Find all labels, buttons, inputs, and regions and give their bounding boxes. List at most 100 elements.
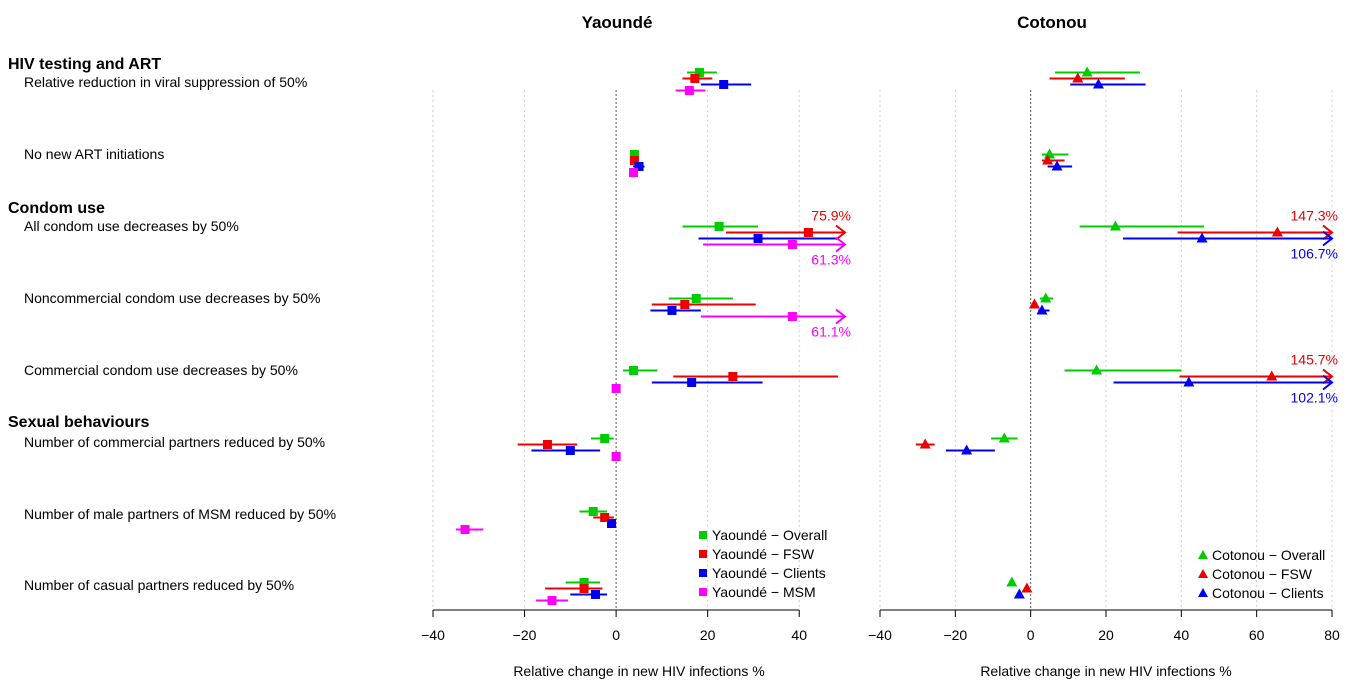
scenario-label-8: Number of casual partners reduced by 50% [24,577,294,593]
point-estimate [803,228,813,237]
point-estimate [579,578,589,587]
legend-label: Cotonou − Overall [1212,547,1325,563]
point-estimate [1072,72,1084,83]
point-estimate [1040,292,1052,303]
point-estimate [1266,370,1278,381]
scenario-label-3: All condom use decreases by 50% [24,218,239,234]
scenario-label-1: Relative reduction in viral suppression … [24,74,307,90]
point-estimate [1092,78,1104,89]
truncated-value-label: 147.3% [1291,208,1338,224]
point-estimate [1042,154,1054,165]
x-tick-label: −20 [513,627,537,643]
scenario-label-7: Number of male partners of MSM reduced b… [24,506,336,522]
legend-label: Yaoundé − Overall [712,527,827,543]
x-tick-label: −20 [943,627,967,643]
series-fsw: 75.9% [517,74,851,593]
truncated-value-label: 102.1% [1291,390,1338,406]
point-estimate [629,366,639,375]
legend-label: Cotonou − FSW [1212,566,1313,582]
point-estimate [961,444,973,455]
point-estimate [591,590,601,599]
point-estimate [1081,66,1093,77]
point-estimate [691,294,701,303]
point-estimate [1183,376,1195,387]
point-estimate [1044,148,1055,159]
point-estimate [579,584,589,593]
ci-arrow [1322,224,1334,241]
scenario-label-5: Commercial condom use decreases by 50% [24,362,298,378]
section-heading-hiv-testing-and-art: HIV testing and ART [8,56,161,73]
x-tick-label: 0 [612,627,620,643]
ci-arrow [835,224,847,241]
panel-title: Yaoundé [582,13,653,32]
x-tick-label: 20 [700,627,716,643]
point-estimate [542,440,552,449]
legend: Yaoundé − Overall Yaoundé − FSW Yaoundé − … [699,527,827,600]
ci-arrow [1322,374,1334,391]
truncated-value-label: 106.7% [1291,246,1338,262]
point-estimate [1028,298,1040,309]
point-estimate [690,74,700,83]
point-estimate [1196,232,1208,243]
legend-label: Yaoundé − MSM [712,584,816,600]
legend-marker [699,550,707,558]
point-estimate [753,234,763,243]
ci-arrow [835,236,847,253]
legend-marker [1198,569,1208,578]
point-estimate [1013,588,1025,599]
legend-label: Cotonou − Clients [1212,585,1324,601]
series-clients: 106.7% 102.1% [945,78,1338,599]
legend-marker [699,531,707,539]
point-estimate [460,525,470,534]
x-tick-label: −40 [868,627,892,643]
point-estimate [728,372,738,381]
legend: Cotonou − Overall Cotonou − FSW Cotonou − … [1198,547,1325,601]
legend-marker [699,569,707,577]
legend-label: Yaoundé − Clients [712,565,826,581]
series-fsw: 147.3% 145.7% [915,72,1338,593]
point-estimate [919,438,931,449]
point-estimate [1036,304,1048,315]
point-estimate [1006,576,1018,587]
point-estimate [611,384,621,393]
series-clients [531,80,836,599]
point-estimate [684,86,694,95]
point-estimate [1091,364,1103,375]
x-tick-label: 20 [1098,627,1114,643]
point-estimate [714,222,724,231]
panel-cotonou: Cotonou −40 −20 0 20 40 60 80 Relative change in… [868,13,1340,679]
point-estimate [1109,220,1121,231]
point-estimate [634,162,644,171]
x-tick-label: 80 [1324,627,1340,643]
point-estimate [998,432,1010,443]
ci-arrow [1322,368,1334,385]
scenario-label-2: No new ART initiations [24,146,164,162]
point-estimate [694,68,704,77]
x-tick-label: 40 [791,627,807,643]
x-tick-label: −40 [421,627,445,643]
truncated-value-label: 145.7% [1291,352,1338,368]
point-estimate [787,240,797,249]
legend-marker [1198,588,1208,597]
point-estimate [1271,226,1283,237]
x-tick-label: 60 [1249,627,1265,643]
point-estimate [607,519,617,528]
point-estimate [787,312,797,321]
section-heading-condom-use: Condom use [8,200,105,217]
section-heading-sexual-behaviours: Sexual behaviours [8,414,149,431]
scenario-label-6: Number of commercial partners reduced by… [24,434,325,450]
ci-arrow [1322,230,1334,247]
point-estimate [680,300,690,309]
panel-yaound: Yaoundé −40 −20 0 20 40 Relative change in new… [421,13,851,679]
x-tick-label: 0 [1027,627,1035,643]
x-tick-label: 40 [1174,627,1190,643]
truncated-value-label: 75.9% [811,208,851,224]
point-estimate [600,434,610,443]
point-estimate [600,513,610,522]
legend-marker [1198,550,1208,559]
point-estimate [629,168,639,177]
point-estimate [719,80,729,89]
point-estimate [565,446,575,455]
series-overall [565,68,759,587]
point-estimate [547,596,557,605]
